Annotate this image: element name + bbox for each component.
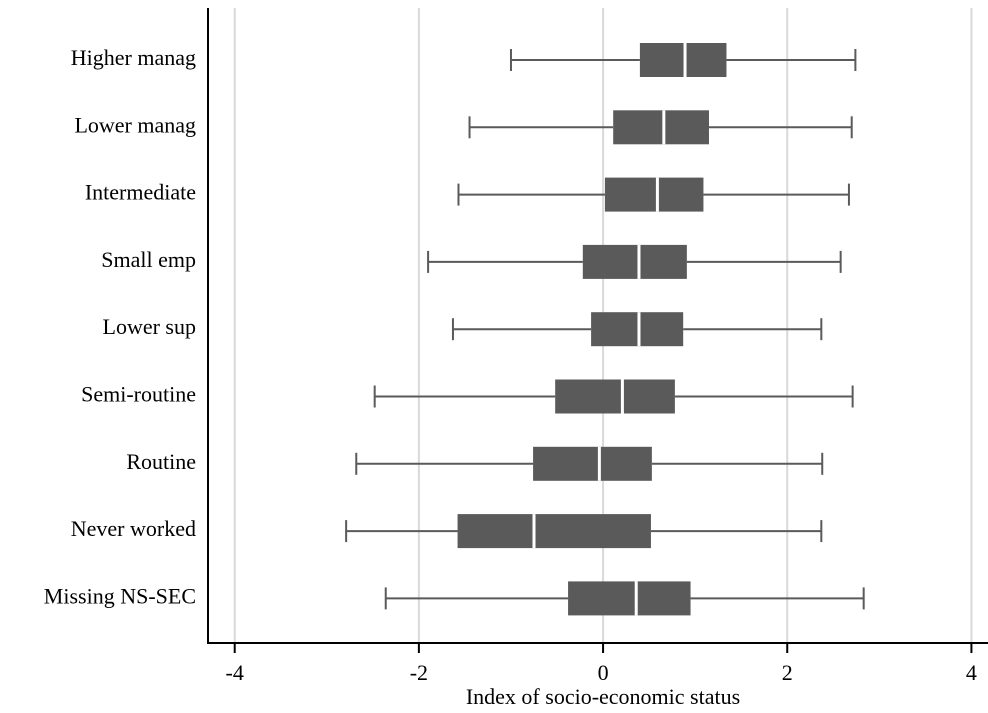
y-tick-label: Lower manag <box>74 112 196 137</box>
x-tick-label: -4 <box>226 660 244 685</box>
y-tick-label: Routine <box>126 449 196 474</box>
y-tick-label: Intermediate <box>85 180 196 205</box>
x-tick-label: -2 <box>410 660 428 685</box>
y-tick-label: Semi-routine <box>81 382 196 407</box>
x-tick-label: 0 <box>598 660 609 685</box>
y-tick-label: Higher manag <box>71 45 196 70</box>
x-tick-label: 2 <box>782 660 793 685</box>
box <box>457 514 651 549</box>
x-axis-label: Index of socio-economic status <box>466 684 740 709</box>
y-tick-label: Lower sup <box>103 314 196 339</box>
box <box>639 43 727 77</box>
box <box>604 177 704 212</box>
box <box>613 110 709 145</box>
box <box>582 244 687 279</box>
box <box>591 312 684 347</box>
x-tick-label: 4 <box>966 660 977 685</box>
box <box>533 446 652 481</box>
y-tick-label: Small emp <box>101 247 196 272</box>
box <box>568 581 691 616</box>
box <box>555 379 675 414</box>
y-tick-label: Never worked <box>71 516 196 541</box>
y-tick-label: Missing NS-SEC <box>44 583 196 608</box>
